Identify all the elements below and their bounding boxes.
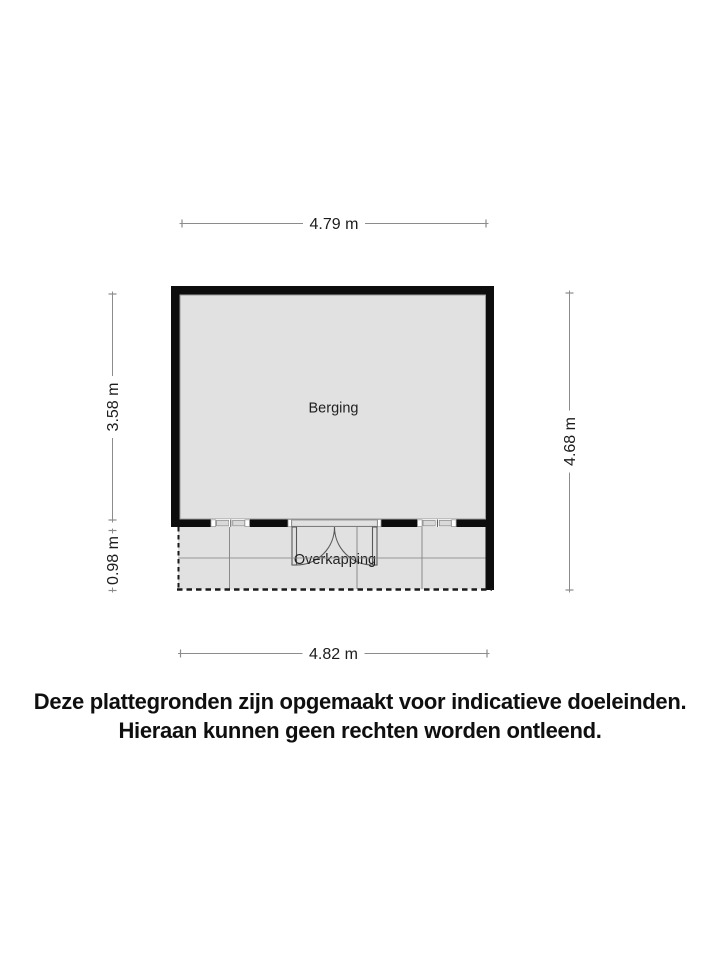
window-pane: [232, 519, 246, 527]
window-jamb: [417, 519, 423, 527]
window-pane: [422, 519, 436, 527]
dimension-left-lower: 0.98 m: [102, 528, 123, 593]
disclaimer-line-1: Deze plattegronden zijn opgemaakt voor i…: [33, 689, 687, 714]
dimension-label: 4.68 m: [562, 417, 579, 466]
dimension-label: 3.58 m: [105, 383, 122, 432]
window-right: [417, 519, 457, 527]
dimension-right: 4.68 m: [559, 290, 580, 593]
door-jamb: [376, 519, 382, 528]
door-lintel: [291, 519, 378, 527]
dimension-label-bg: [559, 410, 580, 473]
door-swing-arc-left: [296, 526, 336, 566]
dimension-label: 0.98 m: [105, 536, 122, 585]
dimension-left-upper: 3.58 m: [102, 291, 123, 523]
dimension-label: 4.82 m: [309, 646, 358, 663]
dimension-label-bg: [102, 533, 123, 588]
double-door: [287, 519, 382, 566]
berging-floor: [179, 294, 486, 520]
door-jamb: [287, 519, 292, 528]
dimension-label: 4.79 m: [310, 216, 359, 233]
dimension-label-bg: [102, 376, 123, 438]
door-swing-arc-right: [333, 526, 373, 566]
dimension-label-bg: [302, 643, 365, 664]
window-jamb: [210, 519, 216, 527]
dimension-label-bg: [303, 213, 365, 234]
disclaimer-line-2: Hieraan kunnen geen rechten worden ontle…: [118, 717, 602, 743]
window-jamb: [451, 519, 457, 527]
window-pane: [438, 519, 452, 527]
dimension-bottom: 4.82 m: [178, 643, 490, 664]
overkapping-label: Overkapping: [294, 552, 376, 568]
dimension-top: 4.79 m: [179, 213, 489, 234]
door-leaf-right: [371, 526, 378, 566]
disclaimer-text: Deze plattegronden zijn opgemaakt voor i…: [0, 688, 720, 745]
berging-room: [171, 286, 494, 527]
door-leaf-left: [291, 526, 298, 566]
overkapping-right-wall: [485, 527, 494, 590]
window-pane: [216, 519, 230, 527]
berging-label: Berging: [309, 401, 359, 417]
window-left: [210, 519, 250, 527]
window-jamb: [244, 519, 250, 527]
